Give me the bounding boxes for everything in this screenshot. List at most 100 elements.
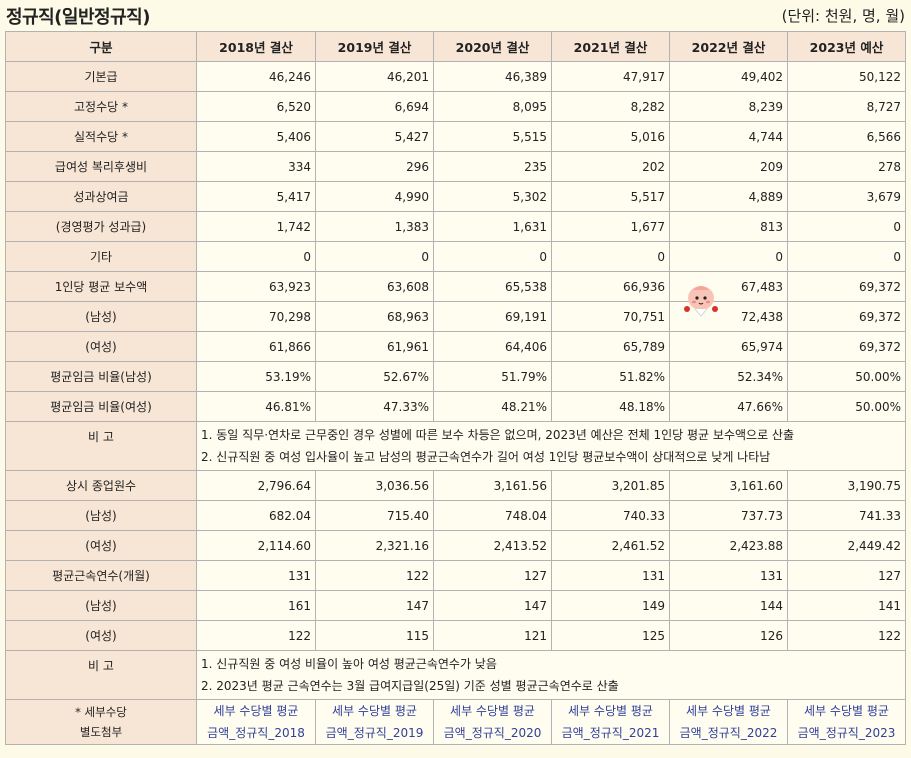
table-cell: 144 [669, 590, 788, 621]
table-cell: 66,936 [551, 271, 670, 302]
table-cell: 53.19% [196, 361, 316, 392]
table-cell: 748.04 [433, 500, 552, 531]
note-line: 1. 신규직원 중 여성 비율이 높아 여성 평균근속연수가 낮음 [201, 657, 497, 671]
table-cell: 3,161.56 [433, 470, 552, 501]
row-label: 평균임금 비율(여성) [5, 391, 197, 422]
table-row: 성과상여금 5,417 4,990 5,302 5,517 4,889 3,679 [5, 181, 906, 212]
column-header: 2020년 결산 [433, 31, 552, 62]
row-label: 급여성 복리후생비 [5, 151, 197, 182]
table-cell: 0 [196, 241, 316, 272]
attachment-link-line[interactable]: 세부 수당별 평균 [686, 704, 771, 718]
table-cell: 715.40 [315, 500, 434, 531]
table-cell: 48.18% [551, 391, 670, 422]
table-cell: 69,372 [787, 331, 906, 362]
row-label: (남성) [5, 590, 197, 621]
table-cell: 8,239 [669, 91, 788, 122]
table-cell: 52.67% [315, 361, 434, 392]
table-cell: 131 [196, 560, 316, 591]
table-cell: 122 [787, 620, 906, 651]
table-row: 급여성 복리후생비 334 296 235 202 209 278 [5, 151, 906, 182]
table-cell: 235 [433, 151, 552, 182]
table-cell: 5,517 [551, 181, 670, 212]
table-cell: 8,282 [551, 91, 670, 122]
attachment-link-line[interactable]: 금액_정규직_2020 [443, 726, 542, 740]
attachment-row: * 세부수당 별도첨부 세부 수당별 평균 금액_정규직_2018 세부 수당별 평균 금… [5, 699, 906, 745]
row-label: 기본급 [5, 61, 197, 92]
table-cell: 51.82% [551, 361, 670, 392]
table-cell: 0 [787, 241, 906, 272]
table-cell: 2,321.16 [315, 530, 434, 561]
table-cell: 0 [551, 241, 670, 272]
table-cell: 5,515 [433, 121, 552, 152]
table-cell: 68,963 [315, 301, 434, 332]
table-row: (남성) 161 147 147 149 144 141 [5, 590, 906, 621]
note-label: 비 고 [5, 650, 197, 700]
table-row: 평균임금 비율(남성) 53.19% 52.67% 51.79% 51.82% 52.34… [5, 361, 906, 392]
attachment-link-line[interactable]: 세부 수당별 평균 [213, 704, 299, 718]
table-row: (남성) 682.04 715.40 748.04 740.33 737.73 741.33 [5, 500, 906, 531]
note-text: 1. 동일 직무·연차로 근무중인 경우 성별에 따른 보수 차등은 없으며, … [196, 421, 906, 471]
attachment-link-line[interactable]: 세부 수당별 평균 [450, 704, 535, 718]
row-label: (경영평가 성과급) [5, 211, 197, 242]
table-cell: 64,406 [433, 331, 552, 362]
note-row: 비 고 1. 동일 직무·연차로 근무중인 경우 성별에 따른 보수 차등은 없으… [5, 421, 906, 471]
table-cell: 122 [196, 620, 316, 651]
table-cell: 61,866 [196, 331, 316, 362]
table-cell: 0 [433, 241, 552, 272]
attachment-link-line[interactable]: 금액_정규직_2018 [207, 726, 305, 740]
row-label: (여성) [5, 331, 197, 362]
table-cell: 3,679 [787, 181, 906, 212]
table-row: 기본급 46,246 46,201 46,389 47,917 49,402 50,122 [5, 61, 906, 92]
table-cell: 296 [315, 151, 434, 182]
attachment-label-line: 별도첨부 [79, 725, 123, 739]
table-cell: 147 [315, 590, 434, 621]
row-label: 기타 [5, 241, 197, 272]
column-header: 2018년 결산 [196, 31, 316, 62]
attachment-link-line[interactable]: 금액_정규직_2022 [679, 726, 778, 740]
attachment-link-line[interactable]: 세부 수당별 평균 [804, 704, 889, 718]
column-header: 2019년 결산 [315, 31, 434, 62]
table-cell: 1,677 [551, 211, 670, 242]
table-row: 상시 종업원수 2,796.64 3,036.56 3,161.56 3,201.85 3… [5, 470, 906, 501]
table-cell: 47,917 [551, 61, 670, 92]
table-cell: 5,417 [196, 181, 316, 212]
table-cell: 6,520 [196, 91, 316, 122]
table-cell: 5,016 [551, 121, 670, 152]
table-cell: 50.00% [787, 391, 906, 422]
table-cell: 65,538 [433, 271, 552, 302]
row-label: (남성) [5, 301, 197, 332]
table-row: 평균임금 비율(여성) 46.81% 47.33% 48.21% 48.18% 47.66… [5, 391, 906, 422]
table-cell: 6,694 [315, 91, 434, 122]
attachment-link-line[interactable]: 세부 수당별 평균 [332, 704, 417, 718]
table-cell: 8,727 [787, 91, 906, 122]
table-cell: 131 [551, 560, 670, 591]
table-cell: 2,423.88 [669, 530, 788, 561]
table-cell: 2,413.52 [433, 530, 552, 561]
table-cell: 1,631 [433, 211, 552, 242]
attachment-link-line[interactable]: 금액_정규직_2021 [561, 726, 660, 740]
table-cell: 46.81% [196, 391, 316, 422]
unit-label: (단위: 천원, 명, 월) [781, 7, 905, 25]
row-label: 평균근속연수(개월) [5, 560, 197, 591]
note-line: 2. 2023년 평균 근속연수는 3월 급여지급일(25일) 기준 성별 평균… [201, 679, 619, 693]
table-cell: 3,190.75 [787, 470, 906, 501]
table-cell: 49,402 [669, 61, 788, 92]
column-header: 2022년 결산 [669, 31, 788, 62]
attachment-link-line[interactable]: 세부 수당별 평균 [568, 704, 653, 718]
table-cell: 51.79% [433, 361, 552, 392]
attachment-link-line[interactable]: 금액_정규직_2023 [797, 726, 896, 740]
table-row: (여성) 122 115 121 125 126 122 [5, 620, 906, 651]
table-cell: 69,191 [433, 301, 552, 332]
attachment-link-line[interactable]: 금액_정규직_2019 [325, 726, 424, 740]
table-cell: 63,608 [315, 271, 434, 302]
table-cell: 202 [551, 151, 670, 182]
row-label: 평균임금 비율(남성) [5, 361, 197, 392]
table-cell: 1,742 [196, 211, 316, 242]
table-cell: 122 [315, 560, 434, 591]
